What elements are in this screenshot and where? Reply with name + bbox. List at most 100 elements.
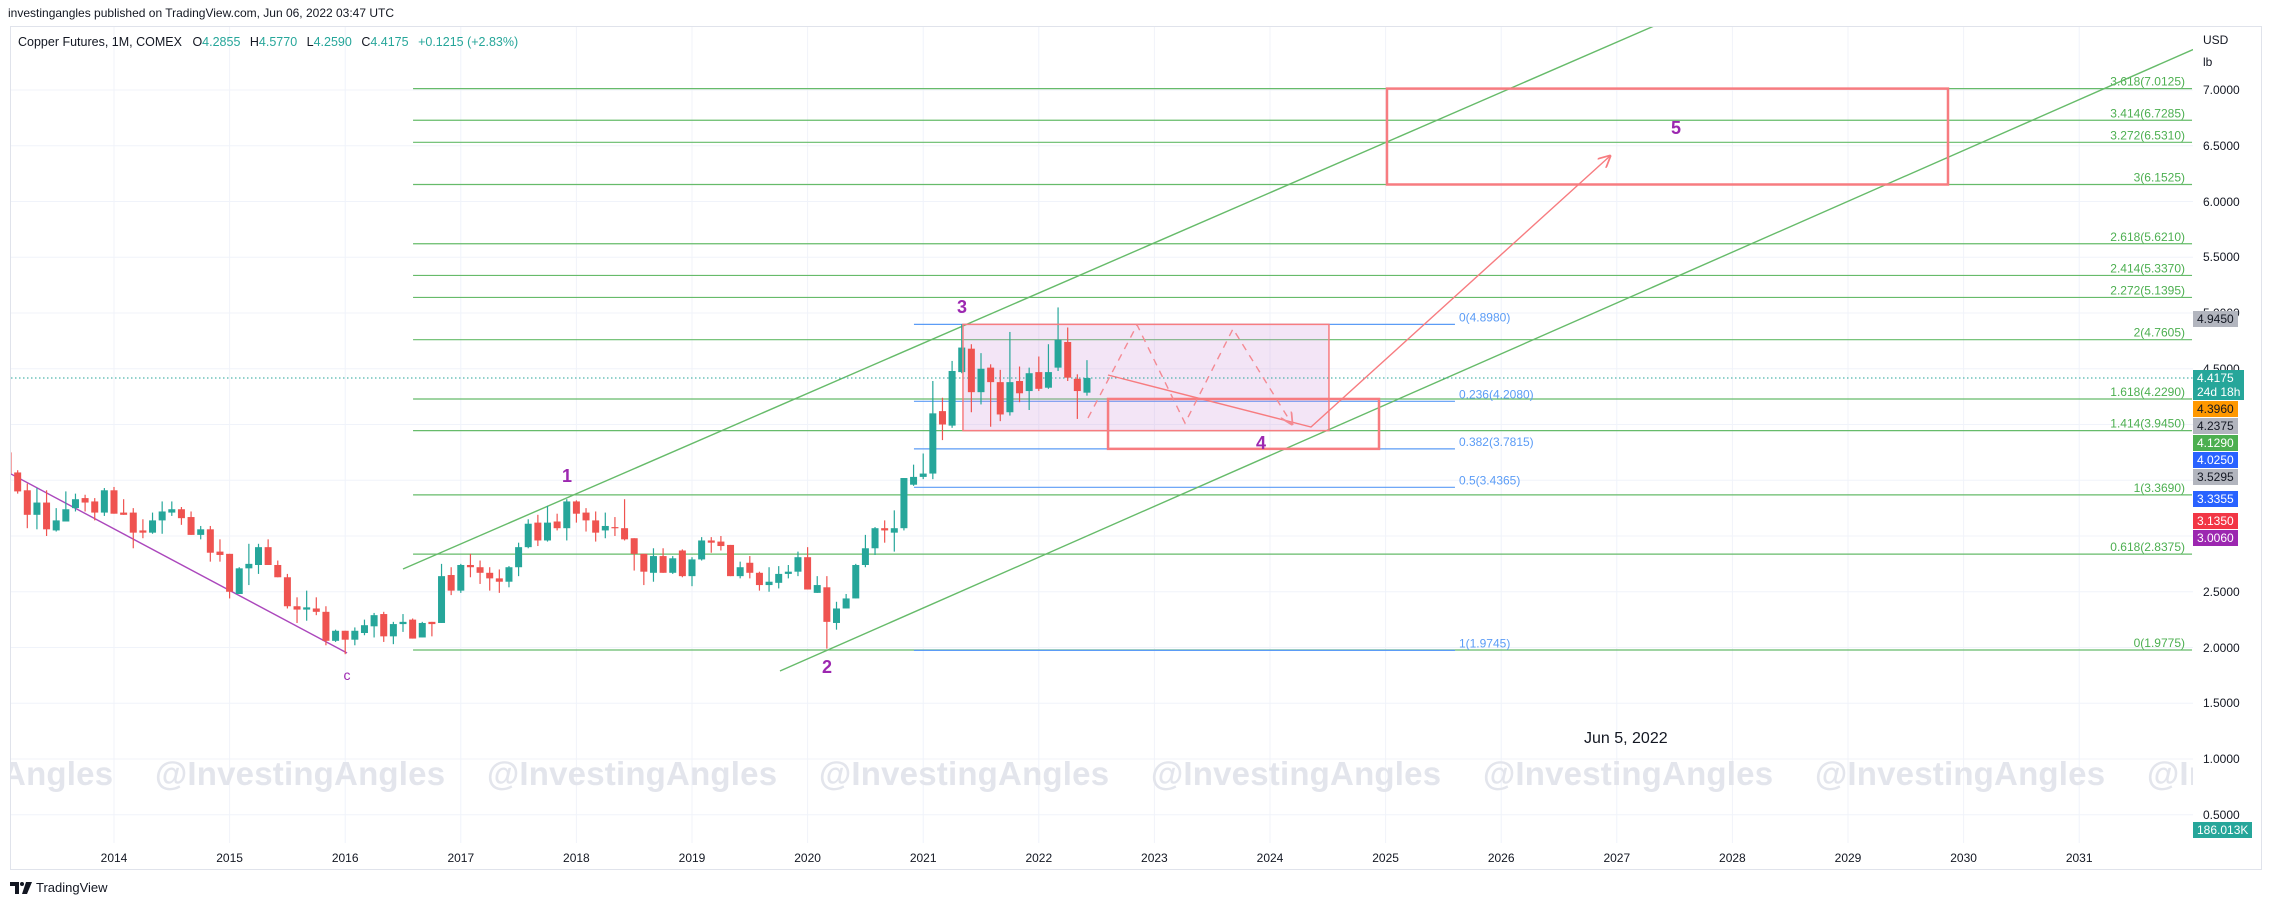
candle <box>428 621 436 637</box>
candle-body <box>534 522 542 541</box>
wave-4-target-box <box>1106 397 1381 451</box>
time-tick-label: 2024 <box>1256 851 1284 865</box>
badge-value: 4.3960 <box>2197 401 2234 416</box>
tradingview-link[interactable]: TradingView <box>10 880 108 895</box>
candle-body <box>515 547 523 568</box>
candle <box>1006 331 1014 416</box>
candle-body <box>948 370 956 426</box>
published-caption: investingangles published on TradingView… <box>8 6 395 20</box>
candle-body <box>351 630 359 640</box>
symbol-title: Copper Futures, 1M, COMEX <box>18 35 182 49</box>
price-tick-label: 6.0000 <box>2203 194 2240 209</box>
candle-body <box>255 547 262 565</box>
candle <box>534 514 542 547</box>
candle-body <box>582 512 590 521</box>
candle-body <box>977 368 985 393</box>
candle <box>1054 307 1062 371</box>
candle <box>168 501 176 516</box>
candle <box>813 576 821 593</box>
candle-body <box>996 382 1004 415</box>
candle <box>996 369 1004 422</box>
candle-body <box>842 598 850 609</box>
candle <box>100 488 108 516</box>
fib-retracement-label: 0.382(3.7815) <box>1459 435 1534 449</box>
candle <box>341 630 349 655</box>
candle-body <box>1016 381 1024 394</box>
candle-body <box>322 611 330 641</box>
candle-body <box>678 550 686 577</box>
candle <box>62 491 70 522</box>
candle-body <box>987 367 995 383</box>
price-badge: 3.0060 <box>2193 529 2238 546</box>
candle <box>283 573 291 609</box>
candle <box>524 519 532 549</box>
price-axis-unit: lb <box>2203 55 2213 69</box>
candle <box>312 597 320 616</box>
price-badge: 3.1350 <box>2193 512 2238 529</box>
candle-body <box>303 607 311 610</box>
chart-frame <box>10 26 2262 870</box>
candle <box>871 527 879 555</box>
candle-body <box>43 502 51 530</box>
candle-body <box>755 572 763 586</box>
candle-body <box>187 517 195 535</box>
candle-body <box>698 540 706 560</box>
candle-body <box>659 556 667 573</box>
candle-body <box>245 563 253 569</box>
candle-body <box>457 564 465 591</box>
candle-body <box>486 572 494 579</box>
open-label: O <box>192 35 203 49</box>
candle-body <box>505 567 513 582</box>
candle <box>842 593 850 609</box>
candle-body <box>852 564 860 599</box>
fib-retracement-label: 1(1.9745) <box>1459 636 1510 650</box>
candle <box>351 627 359 646</box>
candle <box>572 500 580 523</box>
fib-extension-label: 1(3.3690) <box>2134 481 2185 495</box>
time-tick-label: 2015 <box>216 851 243 865</box>
candle <box>264 539 272 565</box>
candle-body <box>1044 372 1052 388</box>
candle-body <box>1064 341 1072 378</box>
candle-body <box>823 587 831 622</box>
fib-extension-label: 2(4.7605) <box>2134 326 2185 340</box>
candle <box>544 505 551 542</box>
candle-body <box>409 619 417 639</box>
candle <box>505 566 513 588</box>
candle <box>765 567 773 592</box>
candle <box>938 397 946 441</box>
candle-body <box>283 577 291 607</box>
candle-body <box>360 625 368 634</box>
candle <box>1064 327 1072 382</box>
fib-extension-label: 1.618(4.2290) <box>2110 385 2185 399</box>
candle-body <box>784 571 792 574</box>
candle-body <box>62 509 70 522</box>
candle-body <box>717 541 725 547</box>
fib-extension-label: 2.618(5.6210) <box>2110 230 2185 244</box>
candle <box>582 508 590 532</box>
candle <box>1083 360 1091 396</box>
candle <box>389 621 397 645</box>
candle <box>678 549 686 578</box>
candle-body <box>765 581 773 586</box>
wave-label-2: 2 <box>822 657 832 677</box>
candles <box>11 307 1091 655</box>
candle-body <box>621 528 629 540</box>
candle-body <box>274 564 282 578</box>
candle <box>399 614 407 632</box>
badge-value: 3.3355 <box>2197 491 2234 506</box>
candle <box>775 566 783 589</box>
time-tick-label: 2031 <box>2065 851 2093 865</box>
candle <box>149 512 157 534</box>
candle-body <box>746 562 754 573</box>
wave-label-5: 5 <box>1671 118 1681 138</box>
wave-3-range-box-fill <box>962 324 1329 431</box>
plot-area: 3.618(7.0125)3.414(6.7285)3.272(6.5310)3… <box>11 27 2193 843</box>
high-label: H <box>249 35 259 49</box>
wave-5-target-box <box>1385 87 1950 186</box>
candle <box>688 557 696 587</box>
candle <box>852 563 860 599</box>
candle <box>23 483 31 529</box>
candle <box>235 567 243 594</box>
